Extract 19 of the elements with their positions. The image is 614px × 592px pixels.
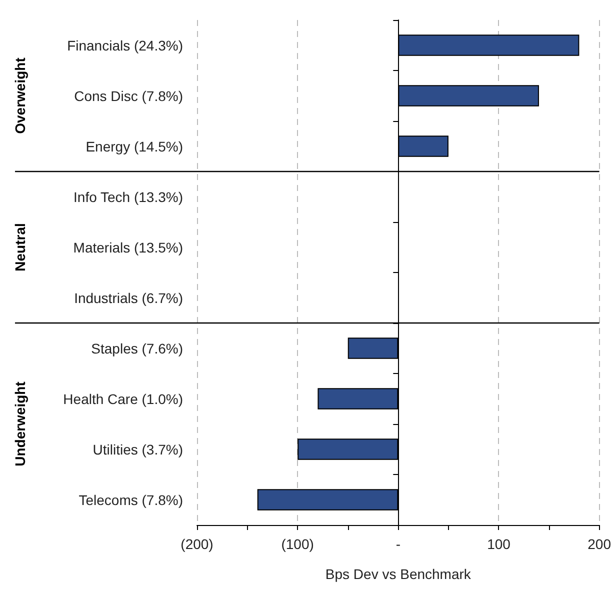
- text: Overweight: [12, 57, 28, 134]
- x-tick-label: (200): [180, 536, 214, 552]
- y-tick-label: Materials (13.5%): [73, 239, 183, 256]
- x-tick-label: 200: [588, 536, 612, 552]
- x-tick-label: (100): [281, 536, 314, 552]
- y-tick-label: Financials (24.3%): [67, 37, 183, 54]
- y-tick-label: Staples (7.6%): [91, 340, 183, 356]
- y-tick-label: Industrials (6.7%): [74, 290, 183, 306]
- y-tick-label: Telecoms (7.8%): [78, 492, 183, 508]
- y-tick-label: Info Tech (13.3%): [74, 188, 183, 205]
- y-tick-label: Health Care (1.0%): [63, 390, 183, 407]
- y-tick-label: Cons Disc (7.8%): [74, 88, 183, 104]
- y-tick-label: Energy (14.5%): [86, 138, 183, 154]
- x-tick-label: 100: [487, 536, 511, 552]
- x-axis-title: Bps Dev vs Benchmark: [325, 566, 472, 582]
- text: Underweight: [12, 381, 28, 466]
- x-tick-label: -: [396, 536, 401, 552]
- y-tick-label: Utilities (3.7%): [92, 441, 183, 458]
- text: Neutral: [12, 223, 28, 272]
